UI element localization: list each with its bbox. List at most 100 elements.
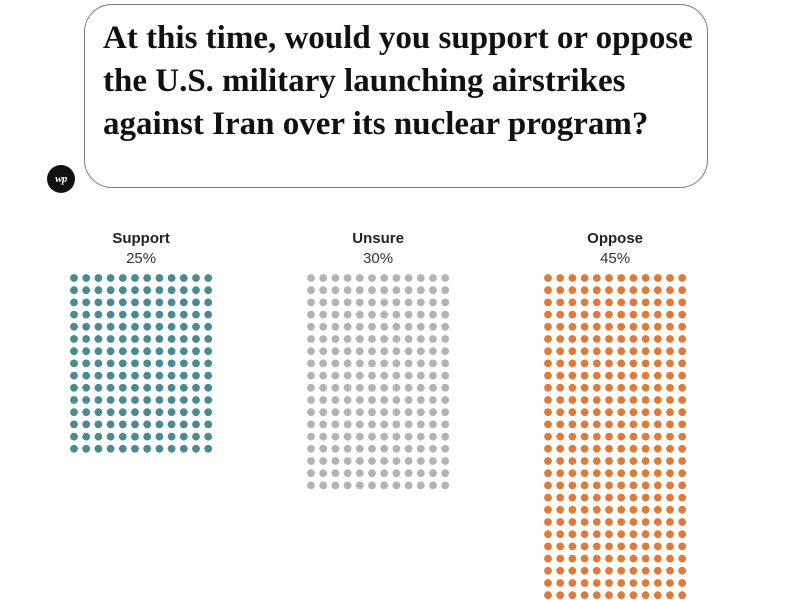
dot-unsure (416, 298, 425, 307)
dot-support (192, 432, 200, 441)
dot-unsure (319, 322, 328, 331)
dot-oppose (617, 554, 626, 563)
dot-oppose (568, 322, 577, 331)
dot-oppose (653, 493, 662, 502)
dot-oppose (605, 481, 613, 490)
dot-oppose (678, 444, 687, 453)
dot-oppose (568, 383, 577, 392)
dot-unsure (441, 322, 450, 331)
dot-oppose (641, 469, 650, 478)
dot-support (167, 359, 176, 368)
dot-unsure (307, 420, 315, 429)
dot-unsure (307, 432, 315, 441)
dot-oppose (605, 396, 613, 404)
dot-oppose (592, 542, 601, 551)
dot-oppose (617, 383, 626, 392)
dot-oppose (544, 274, 552, 282)
dot-oppose (556, 579, 565, 587)
dot-support (118, 408, 127, 417)
dot-unsure (429, 286, 437, 295)
dot-support (143, 347, 152, 356)
dot-unsure (331, 310, 340, 319)
dot-unsure (319, 396, 328, 404)
dot-support (94, 298, 103, 307)
dot-oppose (568, 432, 577, 441)
dot-oppose (629, 493, 638, 502)
dot-support (143, 335, 152, 343)
dot-unsure (416, 371, 425, 380)
dot-unsure (404, 298, 413, 307)
dot-oppose (666, 554, 674, 563)
dot-unsure (343, 335, 352, 343)
dot-unsure (343, 444, 352, 453)
dot-oppose (544, 457, 552, 465)
dot-unsure (441, 420, 450, 429)
dot-oppose (653, 457, 662, 465)
dot-support (192, 347, 200, 356)
dot-oppose (605, 347, 613, 356)
dot-unsure (319, 457, 328, 465)
dot-unsure (331, 383, 340, 392)
dot-oppose (592, 530, 601, 539)
dot-oppose (617, 432, 626, 441)
dot-unsure (441, 286, 450, 295)
dot-unsure (331, 469, 340, 478)
dot-support (82, 432, 91, 441)
dot-support (167, 396, 176, 404)
dot-unsure (331, 444, 340, 453)
dot-unsure (441, 469, 450, 478)
dot-unsure (343, 432, 352, 441)
dot-unsure (380, 408, 389, 417)
dot-oppose (556, 322, 565, 331)
dot-unsure (331, 408, 340, 417)
dot-oppose (580, 347, 589, 356)
dot-support (106, 335, 115, 343)
dot-unsure (392, 371, 401, 380)
dot-oppose (653, 530, 662, 539)
dot-unsure (380, 420, 389, 429)
dot-oppose (666, 481, 674, 490)
dot-support (143, 371, 152, 380)
group-support: Support 25% (70, 230, 213, 453)
dot-oppose (617, 591, 626, 600)
dot-support (192, 359, 200, 368)
dot-unsure (392, 444, 401, 453)
dot-unsure (307, 322, 315, 331)
dot-unsure (307, 310, 315, 319)
dot-oppose (617, 469, 626, 478)
dot-unsure (441, 371, 450, 380)
dot-oppose (629, 481, 638, 490)
dot-oppose (580, 432, 589, 441)
dot-oppose (544, 469, 552, 478)
dot-unsure (441, 432, 450, 441)
dot-oppose (592, 408, 601, 417)
dot-unsure (355, 335, 364, 343)
dot-oppose (605, 530, 613, 539)
dot-support (167, 322, 176, 331)
dot-oppose (653, 420, 662, 429)
dot-oppose (666, 530, 674, 539)
dot-support (155, 286, 164, 295)
dot-unsure (404, 469, 413, 478)
dot-oppose (629, 298, 638, 307)
dot-unsure (416, 408, 425, 417)
dot-oppose (629, 286, 638, 295)
dot-support (118, 347, 127, 356)
dot-oppose (617, 322, 626, 331)
dot-unsure (343, 298, 352, 307)
dot-oppose (544, 505, 552, 514)
dot-oppose (556, 518, 565, 526)
dot-unsure (416, 481, 425, 490)
dot-oppose (605, 493, 613, 502)
dot-unsure (319, 310, 328, 319)
dot-oppose (592, 481, 601, 490)
dot-oppose (556, 335, 565, 343)
dot-unsure (441, 383, 450, 392)
dot-support (118, 335, 127, 343)
dot-oppose (556, 347, 565, 356)
dot-support (106, 396, 115, 404)
dot-support (167, 383, 176, 392)
dot-unsure (404, 432, 413, 441)
dot-unsure (355, 481, 364, 490)
